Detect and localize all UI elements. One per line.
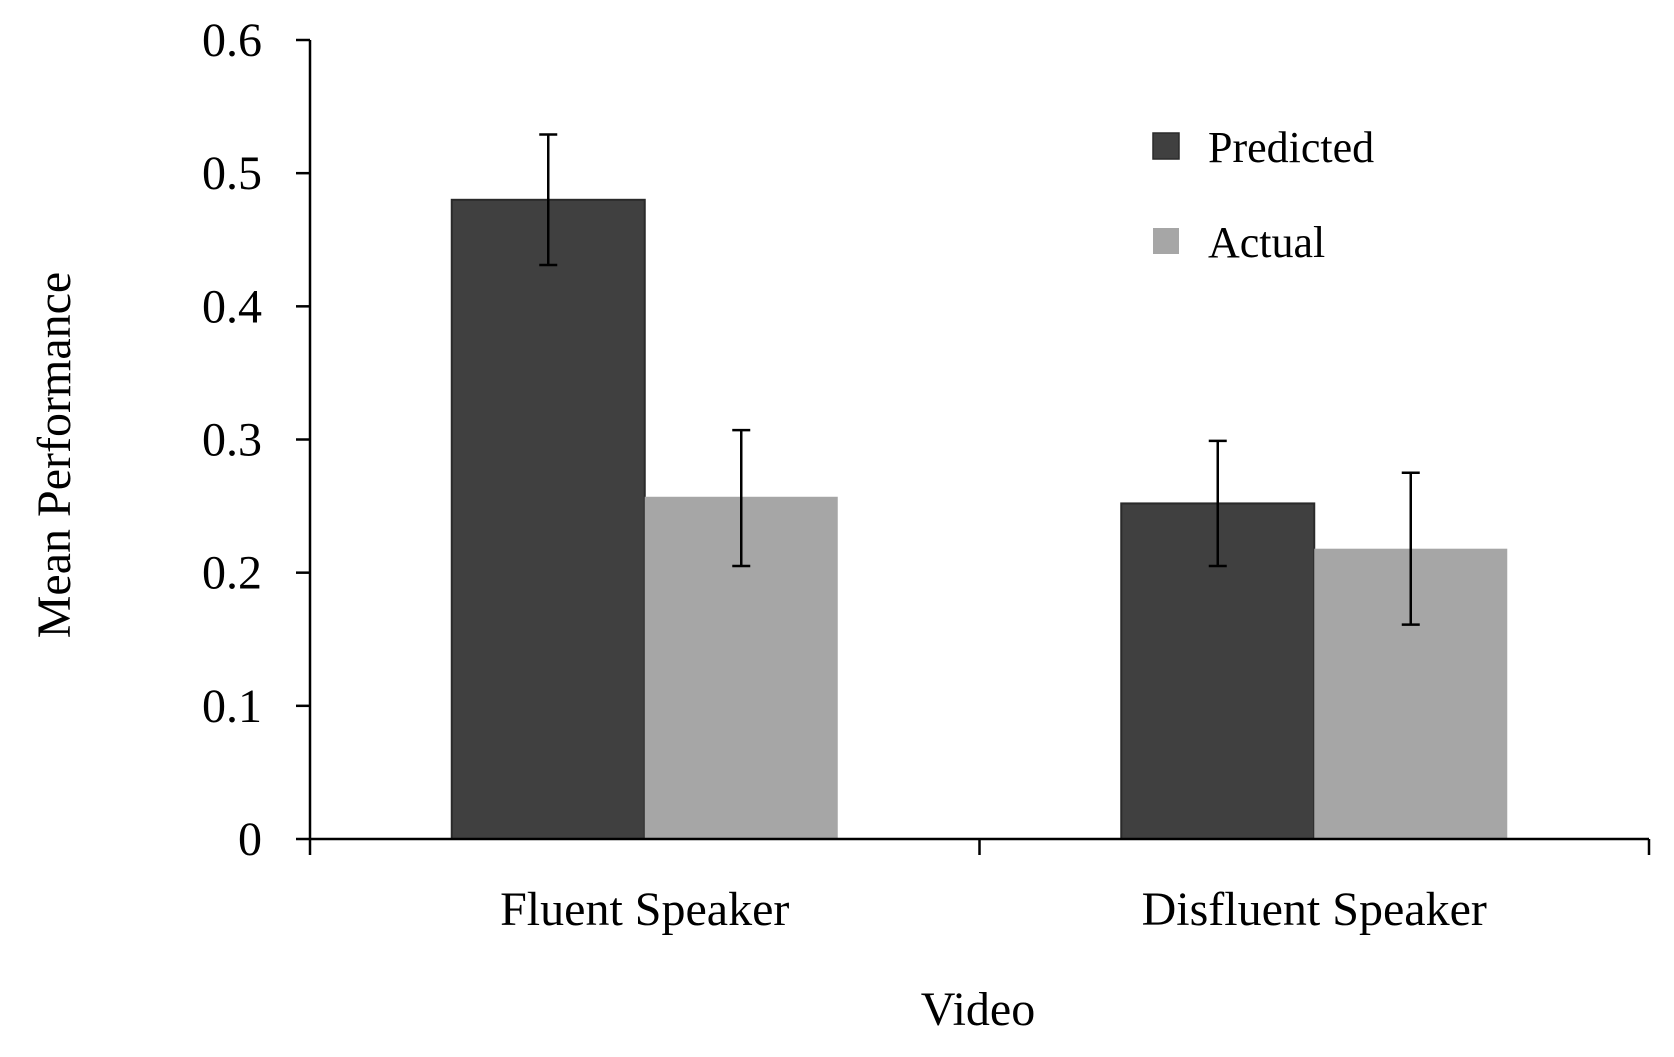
- y-tick-label: 0.4: [202, 280, 262, 333]
- legend-label-predicted: Predicted: [1208, 123, 1374, 172]
- y-tick-label: 0: [238, 813, 262, 866]
- y-ticks-layer: 0 0.1 0.2 0.3 0.4 0.5 0.6: [202, 14, 310, 866]
- y-tick-label: 0.1: [202, 680, 262, 733]
- x-category-label: Disfluent Speaker: [1142, 883, 1487, 936]
- bars-layer: [450, 198, 1508, 841]
- legend-label-actual: Actual: [1208, 218, 1325, 267]
- x-ticks-layer: Fluent Speaker Disfluent Speaker: [308, 839, 1651, 936]
- legend-swatch-actual: [1153, 228, 1179, 254]
- x-axis-title: Video: [921, 983, 1035, 1036]
- y-tick-label: 0.6: [202, 14, 262, 67]
- y-tick-label: 0.2: [202, 547, 262, 600]
- legend: Predicted Actual: [1152, 123, 1374, 267]
- legend-swatch-predicted: [1152, 132, 1180, 160]
- y-axis-title: Mean Performance: [28, 272, 81, 639]
- error-bars-layer: [539, 133, 1420, 626]
- y-tick-label: 0.5: [202, 147, 262, 200]
- x-category-label: Fluent Speaker: [500, 883, 789, 936]
- bar-predicted-0: [450, 198, 646, 841]
- y-tick-label: 0.3: [202, 414, 262, 467]
